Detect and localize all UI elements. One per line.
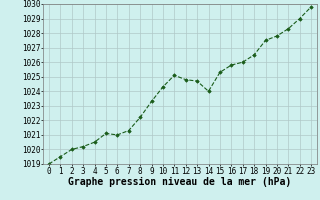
X-axis label: Graphe pression niveau de la mer (hPa): Graphe pression niveau de la mer (hPa)	[68, 177, 292, 187]
